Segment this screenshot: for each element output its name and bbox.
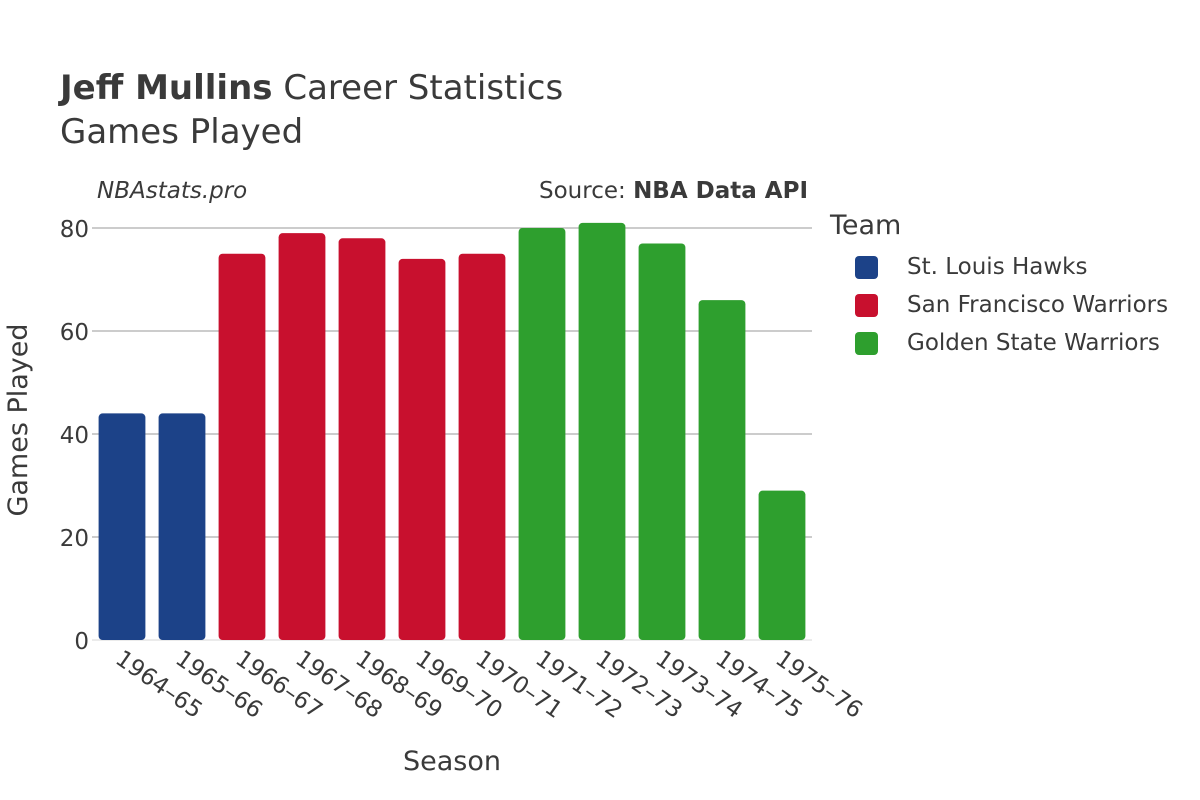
legend-swatch <box>855 293 878 317</box>
legend-label: St. Louis Hawks <box>907 254 1088 280</box>
bar-1969–70[interactable] <box>398 258 446 640</box>
bar-1970–71[interactable] <box>458 253 506 640</box>
legend-item-st-louis-hawks[interactable]: St. Louis Hawks <box>855 252 1088 282</box>
bars-group <box>98 222 806 641</box>
y-axis-label: Games Played <box>3 323 34 516</box>
legend-label: San Francisco Warriors <box>907 292 1169 318</box>
chart-subtitle: Games Played <box>60 112 304 152</box>
bar-1971–72[interactable] <box>518 228 566 640</box>
y-tick-label: 40 <box>60 423 89 449</box>
bar-1973–74[interactable] <box>638 243 686 640</box>
bar-1967–68[interactable] <box>278 233 326 640</box>
bar-1964–65[interactable] <box>98 413 146 640</box>
y-tick-label: 20 <box>60 526 89 552</box>
chart-title: Jeff Mullins Career Statistics <box>60 68 563 108</box>
bar-1966–67[interactable] <box>218 253 266 640</box>
source-prefix: Source: <box>539 178 634 204</box>
x-axis-label: Season <box>403 746 501 777</box>
legend-swatch <box>855 255 878 279</box>
x-tick-labels: 1964–651965–661966–671967–681968–691969–… <box>111 646 867 724</box>
legend-item-golden-state-warriors[interactable]: Golden State Warriors <box>855 328 1160 358</box>
watermark-label: NBAstats.pro <box>97 178 248 204</box>
legend-item-san-francisco-warriors[interactable]: San Francisco Warriors <box>855 290 1168 320</box>
legend-label: Golden State Warriors <box>907 330 1160 356</box>
source-label: Source: NBA Data API <box>539 178 808 204</box>
y-tick-label: 60 <box>60 320 89 346</box>
y-tick-label: 80 <box>60 217 89 243</box>
bar-1975–76[interactable] <box>758 490 806 640</box>
bar-1968–69[interactable] <box>338 238 386 641</box>
grid-lines <box>92 227 812 641</box>
y-tick-labels: 0 20 40 60 80 <box>60 217 89 655</box>
bar-1974–75[interactable] <box>698 300 746 640</box>
bar-1972–73[interactable] <box>578 222 626 640</box>
source-name: NBA Data API <box>633 178 808 204</box>
legend-swatch <box>855 331 878 355</box>
bar-1965–66[interactable] <box>158 413 206 640</box>
chart-title-rest: Career Statistics <box>283 68 564 108</box>
y-tick-label: 0 <box>74 629 89 655</box>
legend-title: Team <box>830 210 902 241</box>
chart-title-player: Jeff Mullins <box>60 68 273 108</box>
